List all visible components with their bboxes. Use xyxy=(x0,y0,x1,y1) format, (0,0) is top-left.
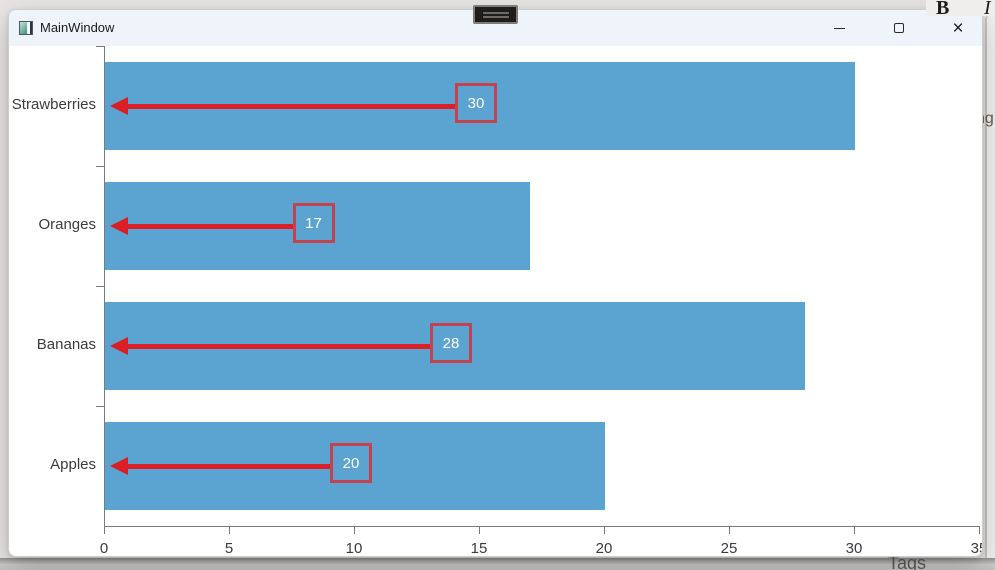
minimize-button[interactable] xyxy=(817,11,861,45)
x-axis xyxy=(104,526,980,527)
background-tags-label: Tags xyxy=(888,553,927,570)
x-tick-label: 10 xyxy=(345,540,363,557)
background-bottom-strip xyxy=(0,558,995,570)
y-axis xyxy=(104,46,105,526)
background-bold-button: B xyxy=(936,0,950,16)
annotation-arrow-shaft xyxy=(127,103,455,109)
minimize-icon xyxy=(833,27,845,29)
annotation-arrow-shaft xyxy=(127,343,430,349)
background-panel-edge xyxy=(985,16,995,558)
x-tick-mark xyxy=(479,526,480,534)
x-tick-label: 5 xyxy=(224,540,234,557)
x-tick-mark xyxy=(104,526,105,534)
category-label: Apples xyxy=(50,456,96,473)
x-tick-label: 15 xyxy=(470,540,488,557)
value-annotation: 20 xyxy=(330,443,372,483)
value-annotation: 17 xyxy=(292,203,335,243)
maximize-button[interactable] xyxy=(877,11,921,45)
category-label: Oranges xyxy=(38,216,96,233)
bar-chart: 0 5 10 15 20 25 30 35 Strawberries 30 Oranges 17 Ban… xyxy=(9,10,982,556)
window-title: MainWindow xyxy=(40,20,115,35)
grip-line xyxy=(482,11,509,14)
main-window: MainWindow × 0 5 10 15 20 25 30 35 Strawberries 3… xyxy=(8,9,983,557)
grip-line xyxy=(482,15,509,18)
y-tick-mark xyxy=(96,286,104,287)
annotation-arrow-head xyxy=(110,217,128,235)
x-tick-mark xyxy=(979,526,980,534)
y-tick-mark xyxy=(96,406,104,407)
x-tick-mark xyxy=(729,526,730,534)
close-button[interactable]: × xyxy=(936,11,980,45)
background-app-toolbar: B I xyxy=(926,0,995,16)
value-annotation: 28 xyxy=(430,323,472,363)
x-tick-label: 30 xyxy=(845,540,863,557)
category-label: Strawberries xyxy=(11,96,96,113)
screen-grip-handle[interactable] xyxy=(473,5,518,24)
app-icon xyxy=(19,21,33,35)
x-tick-mark xyxy=(604,526,605,534)
maximize-icon xyxy=(894,23,904,33)
background-italic-button: I xyxy=(984,0,991,16)
category-label: Bananas xyxy=(36,336,96,353)
annotation-arrow-head xyxy=(110,457,128,475)
x-tick-mark xyxy=(229,526,230,534)
x-tick-label: 20 xyxy=(595,540,613,557)
x-tick-mark xyxy=(854,526,855,534)
y-tick-mark xyxy=(96,46,104,47)
x-tick-label: 0 xyxy=(99,540,109,557)
x-tick-mark xyxy=(354,526,355,534)
x-tick-label: 35 xyxy=(970,540,982,557)
annotation-arrow-shaft xyxy=(127,463,330,469)
close-icon: × xyxy=(952,17,964,39)
annotation-arrow-head xyxy=(110,337,128,355)
x-tick-label: 25 xyxy=(720,540,738,557)
y-tick-mark xyxy=(96,166,104,167)
value-annotation: 30 xyxy=(455,83,497,123)
annotation-arrow-shaft xyxy=(127,223,293,229)
annotation-arrow-head xyxy=(110,97,128,115)
